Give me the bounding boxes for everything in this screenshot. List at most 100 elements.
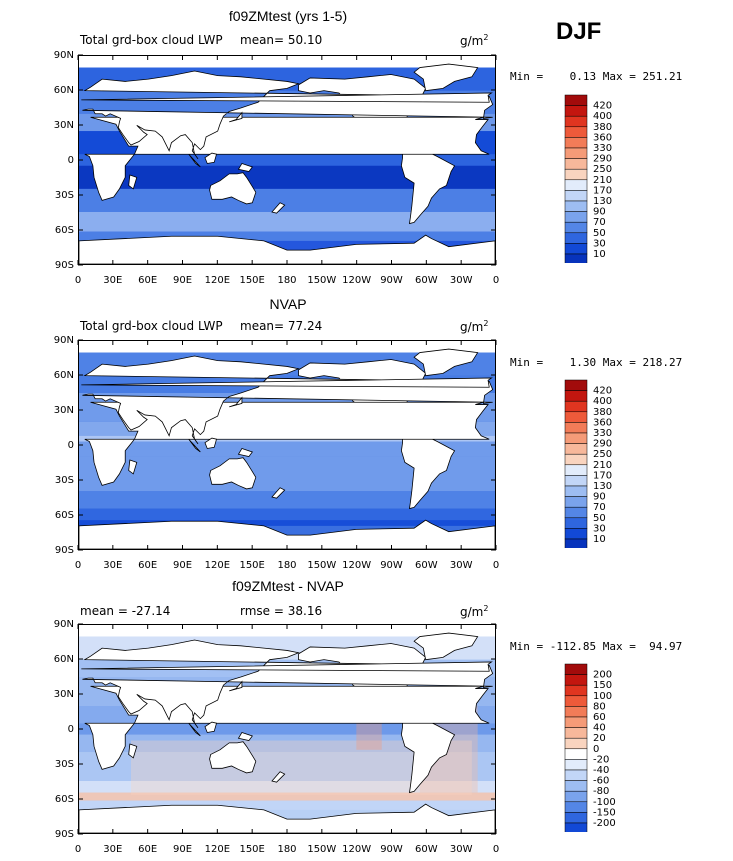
colorbar-label: 210 (593, 175, 612, 186)
colorbar-label: 330 (593, 428, 612, 439)
colorbar-swatch (564, 232, 588, 244)
lon-tick-label: 120E (205, 560, 230, 571)
lon-tick-label: 0 (493, 844, 499, 855)
colorbar-label: 80 (593, 701, 606, 712)
colorbar-swatch (564, 105, 588, 117)
colorbar-label: 10 (593, 534, 606, 545)
colorbar-label: 90 (593, 207, 606, 218)
colorbar-label: 170 (593, 185, 612, 196)
colorbar-swatch (564, 168, 588, 181)
panel-3-title: f09ZMtest - NVAP (232, 578, 344, 594)
colorbar-label: -60 (593, 776, 609, 787)
colorbar-label: 50 (593, 228, 606, 239)
lon-tick-label: 150E (239, 844, 264, 855)
land-mass (128, 174, 138, 190)
colorbar-label: 30 (593, 523, 606, 534)
lon-tick-label: 120E (205, 275, 230, 286)
colorbar-swatch (564, 748, 588, 760)
panel-3-map (78, 624, 496, 834)
lon-tick-label: 0 (75, 275, 81, 286)
lon-tick-label: 150E (239, 275, 264, 286)
lon-tick-label: 180 (277, 275, 296, 286)
panel-3-minmax: Min = -112.85 Max = 94.97 (510, 640, 683, 653)
lat-tick-label: 60N (54, 370, 74, 381)
land-mass (237, 731, 253, 742)
colorbar-swatch (564, 790, 588, 803)
land-mass (84, 401, 490, 486)
lon-tick-label: 150W (307, 844, 336, 855)
season-label: DJF (556, 18, 602, 45)
field-band (79, 792, 495, 801)
colorbar-swatch (564, 506, 588, 519)
panel-3-map-svg (79, 625, 495, 833)
colorbar-swatch (564, 137, 588, 149)
lon-tick-label: 90W (380, 275, 403, 286)
lat-tick-label: 30N (54, 120, 74, 131)
land-mass (237, 162, 253, 173)
colorbar-swatch (564, 475, 588, 487)
colorbar-swatch (564, 517, 588, 529)
colorbar-swatch (564, 443, 588, 455)
colorbar-swatch (564, 538, 588, 548)
land-mass (84, 116, 490, 201)
colorbar-swatch (564, 496, 588, 508)
land-mass (271, 771, 286, 783)
colorbar-swatch (564, 695, 588, 707)
lat-tick-label: 0 (68, 155, 74, 166)
colorbar-swatch (564, 422, 588, 434)
colorbar-label: 400 (593, 111, 612, 122)
colorbar-label: 90 (593, 492, 606, 503)
colorbar-swatch (564, 464, 588, 476)
lat-tick-label: 60S (55, 225, 74, 236)
lon-tick-label: 90E (173, 560, 192, 571)
colorbar-label: -40 (593, 765, 609, 776)
lon-tick-label: 60E (138, 275, 157, 286)
panel-1-mean: mean= 50.10 (240, 33, 323, 47)
land-mass (82, 639, 494, 729)
field-band (79, 154, 495, 166)
colorbar-label: 70 (593, 502, 606, 513)
colorbar-label: 210 (593, 460, 612, 471)
lat-tick-label: 90N (54, 619, 74, 630)
colorbar-swatch (564, 253, 588, 263)
land-mass (271, 202, 286, 214)
lat-tick-label: 90N (54, 335, 74, 346)
colorbar-label: 10 (593, 249, 606, 260)
lon-tick-label: 120E (205, 844, 230, 855)
land-mass (209, 172, 257, 205)
land-mass (128, 459, 138, 475)
land-mass (400, 715, 456, 794)
colorbar-label: 20 (593, 733, 606, 744)
colorbar-label: 40 (593, 723, 606, 734)
lat-tick-label: 30S (55, 759, 74, 770)
lon-tick-label: 150W (307, 275, 336, 286)
colorbar-swatch (564, 400, 588, 413)
land-mass (400, 431, 456, 510)
colorbar-swatch (564, 780, 588, 792)
lon-tick-label: 0 (493, 275, 499, 286)
colorbar-swatch (564, 379, 588, 391)
lon-tick-label: 0 (493, 560, 499, 571)
panel-2-mean: mean= 77.24 (240, 319, 323, 333)
lat-tick-label: 60S (55, 510, 74, 521)
panel-1-units: g/m2 (460, 33, 489, 48)
colorbar-label: -80 (593, 786, 609, 797)
colorbar-label: 360 (593, 132, 612, 143)
land-mass (79, 519, 495, 549)
lon-tick-label: 60E (138, 560, 157, 571)
panel-3-colorbar: 200150100806040200-20-40-60-80-100-150-2… (564, 663, 616, 832)
colorbar-swatch (564, 158, 588, 170)
colorbar-swatch (564, 674, 588, 686)
panel-2-units: g/m2 (460, 319, 489, 334)
field-band (79, 212, 495, 232)
field-band (79, 520, 495, 526)
lon-tick-label: 180 (277, 560, 296, 571)
colorbar-label: 250 (593, 164, 612, 175)
colorbar-swatch (564, 243, 588, 255)
colorbar-swatch (564, 115, 588, 128)
colorbar-swatch (564, 822, 588, 832)
